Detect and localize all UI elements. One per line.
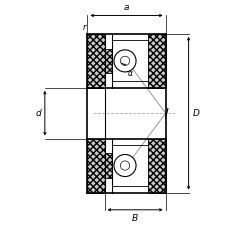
Bar <box>148 139 165 193</box>
Circle shape <box>120 161 129 170</box>
Text: r: r <box>82 23 86 32</box>
Bar <box>104 153 112 178</box>
Circle shape <box>114 155 136 176</box>
Bar <box>104 49 112 73</box>
Bar <box>87 34 104 88</box>
Bar <box>87 139 104 193</box>
Text: D: D <box>192 109 199 118</box>
Bar <box>148 34 165 88</box>
Bar <box>112 34 148 88</box>
Text: $\alpha$: $\alpha$ <box>127 69 134 78</box>
Circle shape <box>120 56 129 66</box>
Bar <box>112 139 148 193</box>
Text: a: a <box>123 3 129 12</box>
Text: d: d <box>35 109 41 118</box>
Text: B: B <box>131 214 138 223</box>
Circle shape <box>114 50 136 72</box>
